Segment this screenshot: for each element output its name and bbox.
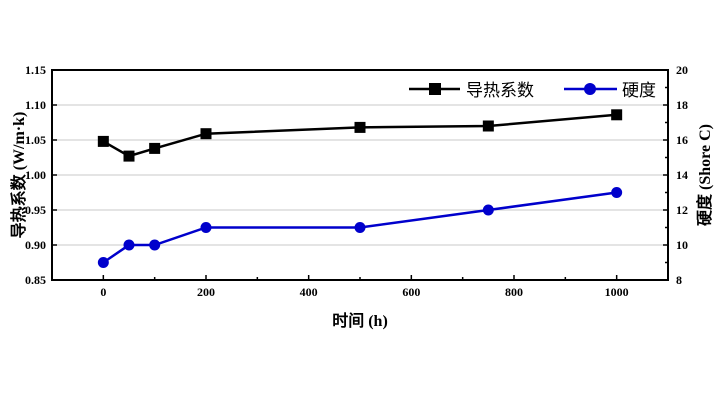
data-point-circle [611, 187, 623, 198]
data-point-square [200, 128, 212, 140]
data-point-circle [149, 239, 161, 251]
data-point-circle [200, 222, 212, 233]
y-right-tick-label: 16 [676, 133, 688, 147]
x-tick-label: 0 [100, 285, 106, 299]
data-point-circle [482, 204, 494, 216]
legend-marker-circle [584, 83, 596, 95]
x-tick-label: 400 [300, 285, 318, 299]
y-left-tick-label: 1.05 [25, 133, 46, 147]
data-point-square [149, 142, 161, 154]
data-point-square [611, 109, 623, 121]
data-point-circle [97, 257, 109, 268]
x-tick-label: 800 [505, 285, 523, 299]
data-point-square [97, 135, 109, 147]
y-left-tick-label: 0.95 [25, 203, 46, 217]
legend-label-hardness: 硬度 [622, 81, 656, 101]
x-axis-label: 时间 (h) [332, 311, 388, 330]
x-tick-label: 200 [197, 285, 215, 299]
y-right-tick-label: 14 [676, 168, 688, 182]
legend: 导热系数 硬度 [409, 81, 656, 101]
y-left-tick-label: 1.15 [25, 63, 46, 77]
series-layer [97, 109, 623, 268]
data-point-square [482, 120, 494, 132]
y-left-tick-label: 0.85 [25, 273, 46, 287]
legend-marker-square [429, 83, 441, 95]
y-left-tick-label: 1.00 [25, 168, 46, 182]
data-point-circle [123, 239, 135, 251]
y-left-axis-label: 导热系数 (W/m·k) [9, 112, 28, 239]
data-point-square [354, 121, 366, 133]
y-left-tick-label: 1.10 [25, 98, 46, 112]
data-point-circle [354, 222, 366, 233]
legend-label-conductivity: 导热系数 [466, 81, 534, 101]
y-right-axis-label: 硬度 (Shore C) [695, 124, 714, 226]
x-tick-label: 600 [402, 285, 420, 299]
y-right-tick-label: 20 [676, 63, 688, 77]
y-right-tick-label: 8 [676, 273, 682, 287]
axis-ticks: 0.85 0.90 0.95 1.00 1.05 1.10 1.15 8 10 12 14 16 18 2… [25, 63, 688, 299]
data-point-square [123, 150, 135, 162]
x-tick-label: 1000 [605, 285, 629, 299]
y-right-tick-label: 18 [676, 98, 688, 112]
y-left-tick-label: 0.90 [25, 238, 46, 252]
gridlines [52, 104, 668, 246]
series-line-0 [102, 113, 617, 158]
y-right-tick-label: 12 [676, 203, 688, 217]
y-right-tick-label: 10 [676, 238, 688, 252]
